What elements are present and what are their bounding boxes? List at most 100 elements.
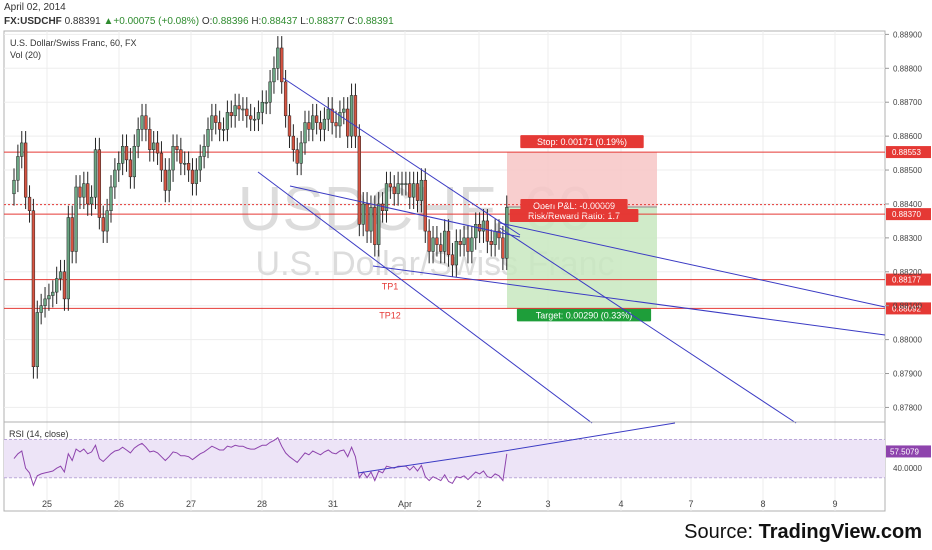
candle-body (431, 237, 435, 252)
candle-body (229, 112, 233, 117)
level-badge-bg (886, 146, 931, 159)
y-tick-label: 0.87900 (893, 370, 922, 379)
candle-body (392, 186, 396, 195)
candle-body (86, 183, 90, 205)
plot-frame (3, 30, 886, 512)
candle-body (314, 115, 319, 123)
time-axis[interactable]: 25 26 27 28 31 Apr 2 3 4 7 8 9 (42, 499, 838, 509)
candle-body (179, 149, 183, 164)
y-tick-label: 0.87800 (893, 403, 922, 412)
candle-body (380, 203, 385, 211)
candle-body (334, 122, 338, 127)
candle-body (268, 81, 272, 103)
level-badge-label: 0.88092 (892, 304, 921, 313)
candle-body (408, 183, 412, 198)
x-tick-label: 25 (42, 499, 52, 509)
candle-body (485, 220, 490, 242)
candle-body (373, 207, 377, 245)
candle-body (400, 183, 404, 185)
candle-body (140, 115, 144, 130)
rr-label-bg (509, 209, 639, 223)
x-tick-label: 28 (257, 499, 267, 509)
candle-body (264, 101, 268, 104)
y-tick-label: 0.88200 (893, 268, 922, 277)
candle-body (109, 186, 113, 211)
y-tick-label: 0.88600 (893, 132, 922, 141)
rsi-pane: 57.5079 (4, 421, 931, 487)
candle-body (419, 179, 424, 201)
x-tick-label: 8 (760, 499, 765, 509)
candle-body (78, 186, 82, 198)
chart-header: April 02, 2014 FX:USDCHF 0.88391 ▲+0.000… (0, 0, 932, 30)
rsi-line (13, 436, 508, 487)
level-badge-bg (886, 273, 931, 286)
rsi-label: RSI (14, close) (9, 429, 69, 439)
candle-body (217, 122, 222, 130)
candle-body (349, 95, 354, 137)
candle-body (175, 146, 179, 150)
level-badge-bg (886, 208, 931, 221)
candle-body (43, 298, 47, 306)
candle-body (365, 203, 369, 232)
candle-body (233, 105, 237, 117)
candle-body (101, 217, 105, 232)
symbol-label: FX:USDCHF (4, 16, 62, 27)
x-tick-label: 3 (545, 499, 550, 509)
candle-body (113, 169, 117, 188)
candle-body (295, 149, 299, 164)
target-zone (507, 207, 657, 309)
position-tool[interactable]: Stop: 0.00171 (0.19%) Open P&L: -0.00009R… (507, 135, 657, 322)
candle-body (105, 210, 109, 232)
level-annotation: TP12 (379, 310, 401, 320)
candle-body (74, 186, 78, 252)
candle-body (346, 108, 350, 137)
candle-body (283, 81, 288, 117)
candle-body (462, 237, 466, 245)
candle-body (159, 152, 164, 171)
high-label: H: (251, 16, 262, 27)
candle-body (466, 237, 470, 252)
candle-body (163, 169, 167, 191)
candle-body (396, 183, 400, 195)
rsi-tick-label: 40.0000 (893, 464, 922, 473)
level-badge-bg (886, 302, 931, 315)
rsi-trend-line (497, 422, 676, 453)
price-axis[interactable]: 0.890000.889000.888000.887000.886000.885… (885, 30, 922, 473)
candle-body (450, 254, 455, 266)
candle-body (501, 237, 505, 259)
candle-body (388, 183, 393, 188)
candle-body (311, 115, 315, 130)
candle-body (186, 163, 191, 171)
candle-body (206, 129, 210, 147)
y-tick-label: 0.88700 (893, 98, 922, 107)
y-tick-label: 0.88100 (893, 302, 922, 311)
candle-body (221, 129, 226, 131)
x-tick-label: Apr (398, 499, 412, 509)
candle-body (31, 210, 36, 367)
candle-body (39, 305, 43, 313)
candle-body (497, 230, 501, 239)
trend-lines[interactable] (257, 77, 886, 424)
candle-body (454, 241, 458, 266)
candle-body (303, 122, 307, 144)
candle-body (307, 122, 311, 130)
x-tick-label: 27 (186, 499, 196, 509)
price-chart[interactable]: USDCHF, 60 U.S. Dollar/Swiss Franc Stop:… (0, 30, 932, 520)
candle-body (58, 271, 63, 279)
candle-body (198, 156, 202, 171)
candle-body (167, 169, 171, 191)
candle-body (470, 237, 474, 252)
last-price: 0.88391 (64, 16, 101, 27)
pnl-label: Open P&L: -0.00009 (533, 201, 615, 211)
level-badge-label: 0.88370 (892, 210, 921, 219)
horizontal-levels[interactable]: 0.88553 0.88370 0.88177 0.88092 TP1 TP12 (4, 146, 931, 320)
x-tick-label: 4 (618, 499, 623, 509)
candle-body (237, 105, 241, 110)
source-prefix: Source: (684, 521, 759, 543)
volume-label: Vol (20) (10, 50, 41, 60)
trend-line (257, 171, 593, 424)
candle-body (97, 149, 102, 218)
candle-body (377, 203, 381, 245)
candle-body (20, 142, 24, 157)
candle-body (120, 146, 125, 164)
